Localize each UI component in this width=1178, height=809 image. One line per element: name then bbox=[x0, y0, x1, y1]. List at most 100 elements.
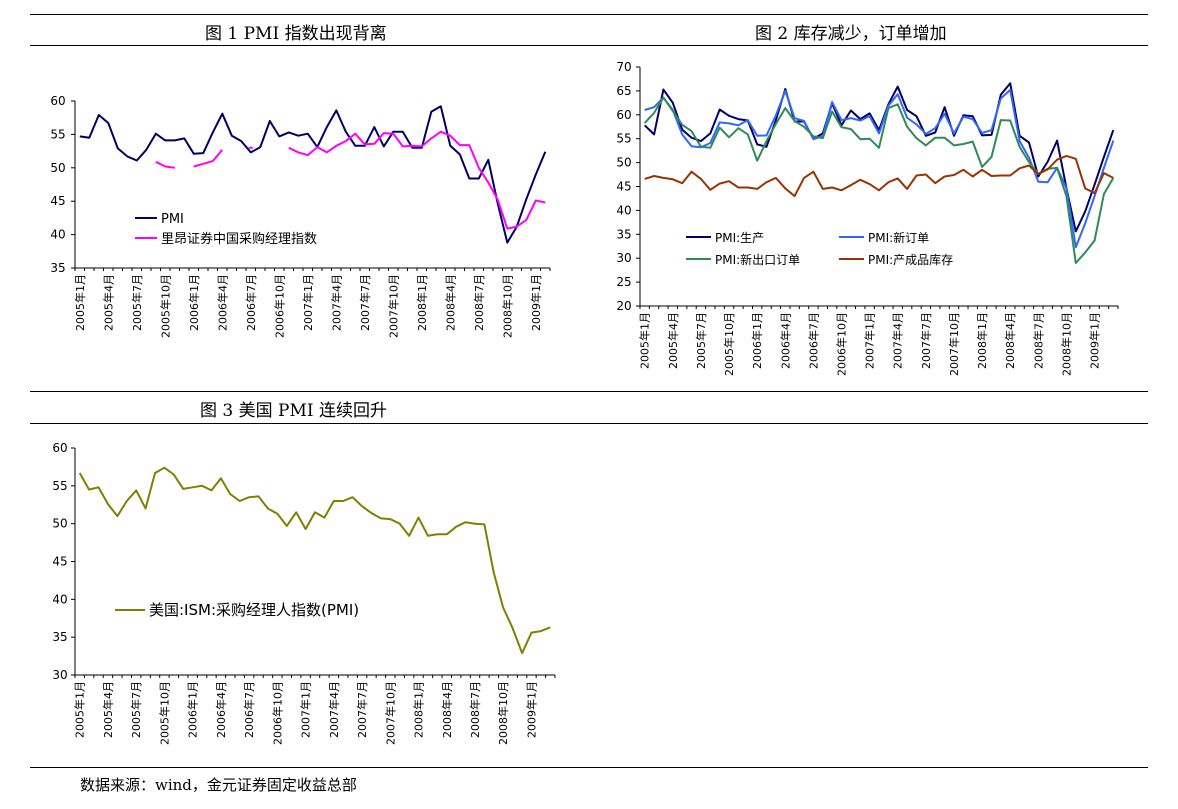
x-tick-label: 2009年1月 bbox=[529, 274, 543, 331]
x-tick-label: 2008年7月 bbox=[1031, 312, 1045, 369]
y-tick-label: 50 bbox=[50, 161, 65, 175]
x-tick-label: 2005年4月 bbox=[101, 681, 115, 738]
y-tick-label: 35 bbox=[616, 227, 631, 241]
x-tick-label: 2007年7月 bbox=[358, 274, 372, 331]
x-tick-label: 2005年7月 bbox=[130, 274, 144, 331]
series-line-1 bbox=[644, 82, 1115, 233]
legend-label: PMI:生产 bbox=[715, 231, 764, 245]
x-tick-label: 2008年10月 bbox=[1059, 312, 1073, 376]
x-tick-label: 2008年10月 bbox=[500, 274, 514, 338]
x-tick-label: 2005年4月 bbox=[666, 312, 680, 369]
x-tick-label: 2006年1月 bbox=[186, 681, 200, 738]
x-tick-label: 2009年1月 bbox=[1088, 312, 1102, 369]
x-tick-label: 2005年10月 bbox=[722, 312, 736, 376]
y-tick-label: 60 bbox=[52, 441, 67, 455]
y-tick-label: 40 bbox=[50, 228, 65, 242]
y-tick-label: 55 bbox=[50, 127, 65, 141]
inventory-orders-chart: 20 25 30 35 40 45 50 55 60 65 70 2005年1月 2005年4月 2005… bbox=[616, 60, 1119, 376]
legend-label: 美国:ISM:采购经理人指数(PMI) bbox=[149, 601, 359, 619]
x-tick-label: 2007年7月 bbox=[355, 681, 369, 738]
x-tick-label: 2006年4月 bbox=[214, 681, 228, 738]
x-tick-label: 2006年7月 bbox=[242, 681, 256, 738]
section-rule-bottom bbox=[30, 423, 1148, 424]
series-line-4 bbox=[644, 154, 1114, 198]
chart2-title: 图 2 库存减少，订单增加 bbox=[755, 24, 947, 44]
y-tick-label: 55 bbox=[52, 479, 67, 493]
legend-label: 里昂证券中国采购经理指数 bbox=[161, 231, 317, 247]
series-line-2 bbox=[644, 88, 1115, 249]
legend-label: PMI:产成品库存 bbox=[868, 252, 953, 267]
x-tick-label: 2005年10月 bbox=[158, 274, 172, 338]
chart1-title: 图 1 PMI 指数出现背离 bbox=[205, 24, 387, 44]
x-tick-label: 2005年4月 bbox=[101, 274, 115, 331]
y-tick-label: 35 bbox=[52, 630, 67, 644]
x-tick-label: 2008年4月 bbox=[1003, 312, 1017, 369]
series-line-1 bbox=[79, 105, 547, 244]
legend-label: PMI:新出口订单 bbox=[715, 252, 800, 267]
x-tick-label: 2006年4月 bbox=[215, 274, 229, 331]
x-tick-label: 2007年4月 bbox=[327, 681, 341, 738]
x-tick-label: 2007年10月 bbox=[947, 312, 961, 376]
y-tick-label: 30 bbox=[616, 251, 631, 265]
x-tick-label: 2007年1月 bbox=[863, 312, 877, 369]
x-tick-label: 2005年1月 bbox=[73, 681, 87, 738]
x-tick-label: 2008年1月 bbox=[415, 274, 429, 331]
legend-label: PMI:新订单 bbox=[868, 230, 929, 245]
header-rule-bottom bbox=[30, 45, 1148, 46]
header-rule-top bbox=[30, 14, 1148, 15]
y-tick-label: 30 bbox=[52, 668, 67, 682]
y-tick-label: 50 bbox=[616, 156, 631, 170]
series-line-3 bbox=[643, 96, 1115, 264]
x-tick-label: 2006年1月 bbox=[750, 312, 764, 369]
y-tick-label: 35 bbox=[50, 261, 65, 275]
y-tick-label: 55 bbox=[616, 132, 631, 146]
y-tick-label: 65 bbox=[616, 84, 631, 98]
x-tick-label: 2006年7月 bbox=[806, 312, 820, 369]
y-tick-label: 40 bbox=[616, 203, 631, 217]
us-pmi-chart: 30 35 40 45 50 55 60 2005年1月 2005年4月 2005年7月 2005年… bbox=[52, 441, 556, 745]
x-tick-label: 2007年1月 bbox=[299, 681, 313, 738]
x-tick-label: 2005年10月 bbox=[157, 681, 171, 745]
x-tick-label: 2005年1月 bbox=[73, 274, 87, 331]
x-tick-label: 2008年7月 bbox=[472, 274, 486, 331]
x-tick-label: 2008年7月 bbox=[468, 681, 482, 738]
y-tick-label: 45 bbox=[616, 180, 631, 194]
x-tick-label: 2006年10月 bbox=[272, 274, 286, 338]
x-tick-label: 2006年4月 bbox=[778, 312, 792, 369]
legend-label: PMI bbox=[161, 212, 184, 227]
y-tick-label: 60 bbox=[50, 94, 65, 108]
x-tick-label: 2006年10月 bbox=[270, 681, 284, 745]
x-tick-label: 2007年10月 bbox=[383, 681, 397, 745]
y-tick-label: 25 bbox=[616, 275, 631, 289]
x-tick-label: 2005年7月 bbox=[694, 312, 708, 369]
x-tick-label: 2006年7月 bbox=[244, 274, 258, 331]
x-tick-label: 2009年1月 bbox=[524, 681, 538, 738]
x-tick-label: 2006年1月 bbox=[187, 274, 201, 331]
series-line-2 bbox=[155, 130, 546, 230]
y-tick-label: 45 bbox=[50, 194, 65, 208]
x-tick-label: 2008年10月 bbox=[496, 681, 510, 745]
series-line-1 bbox=[78, 466, 551, 655]
pmi-divergence-chart: 35 40 45 50 55 60 2005年1月 2005年4月 2005年7月 2005年10… bbox=[50, 94, 551, 338]
x-tick-label: 2008年4月 bbox=[443, 274, 457, 331]
footer-rule bbox=[30, 767, 1148, 768]
chart3-title: 图 3 美国 PMI 连续回升 bbox=[200, 401, 387, 421]
x-tick-label: 2005年7月 bbox=[129, 681, 143, 738]
y-tick-label: 60 bbox=[616, 108, 631, 122]
y-tick-label: 45 bbox=[52, 555, 67, 569]
x-tick-label: 2008年1月 bbox=[412, 681, 426, 738]
section-rule-top bbox=[30, 391, 1148, 392]
x-tick-label: 2008年4月 bbox=[440, 681, 454, 738]
x-tick-label: 2007年10月 bbox=[386, 274, 400, 338]
x-tick-label: 2005年1月 bbox=[638, 312, 652, 369]
y-tick-label: 20 bbox=[616, 299, 631, 313]
x-tick-label: 2006年10月 bbox=[835, 312, 849, 376]
x-tick-label: 2007年7月 bbox=[919, 312, 933, 369]
source-note: 数据来源：wind，金元证券固定收益总部 bbox=[80, 776, 357, 794]
x-tick-label: 2007年1月 bbox=[301, 274, 315, 331]
x-tick-label: 2008年1月 bbox=[975, 312, 989, 369]
y-tick-label: 70 bbox=[616, 60, 631, 74]
y-tick-label: 50 bbox=[52, 517, 67, 531]
x-tick-label: 2007年4月 bbox=[891, 312, 905, 369]
x-tick-label: 2007年4月 bbox=[329, 274, 343, 331]
